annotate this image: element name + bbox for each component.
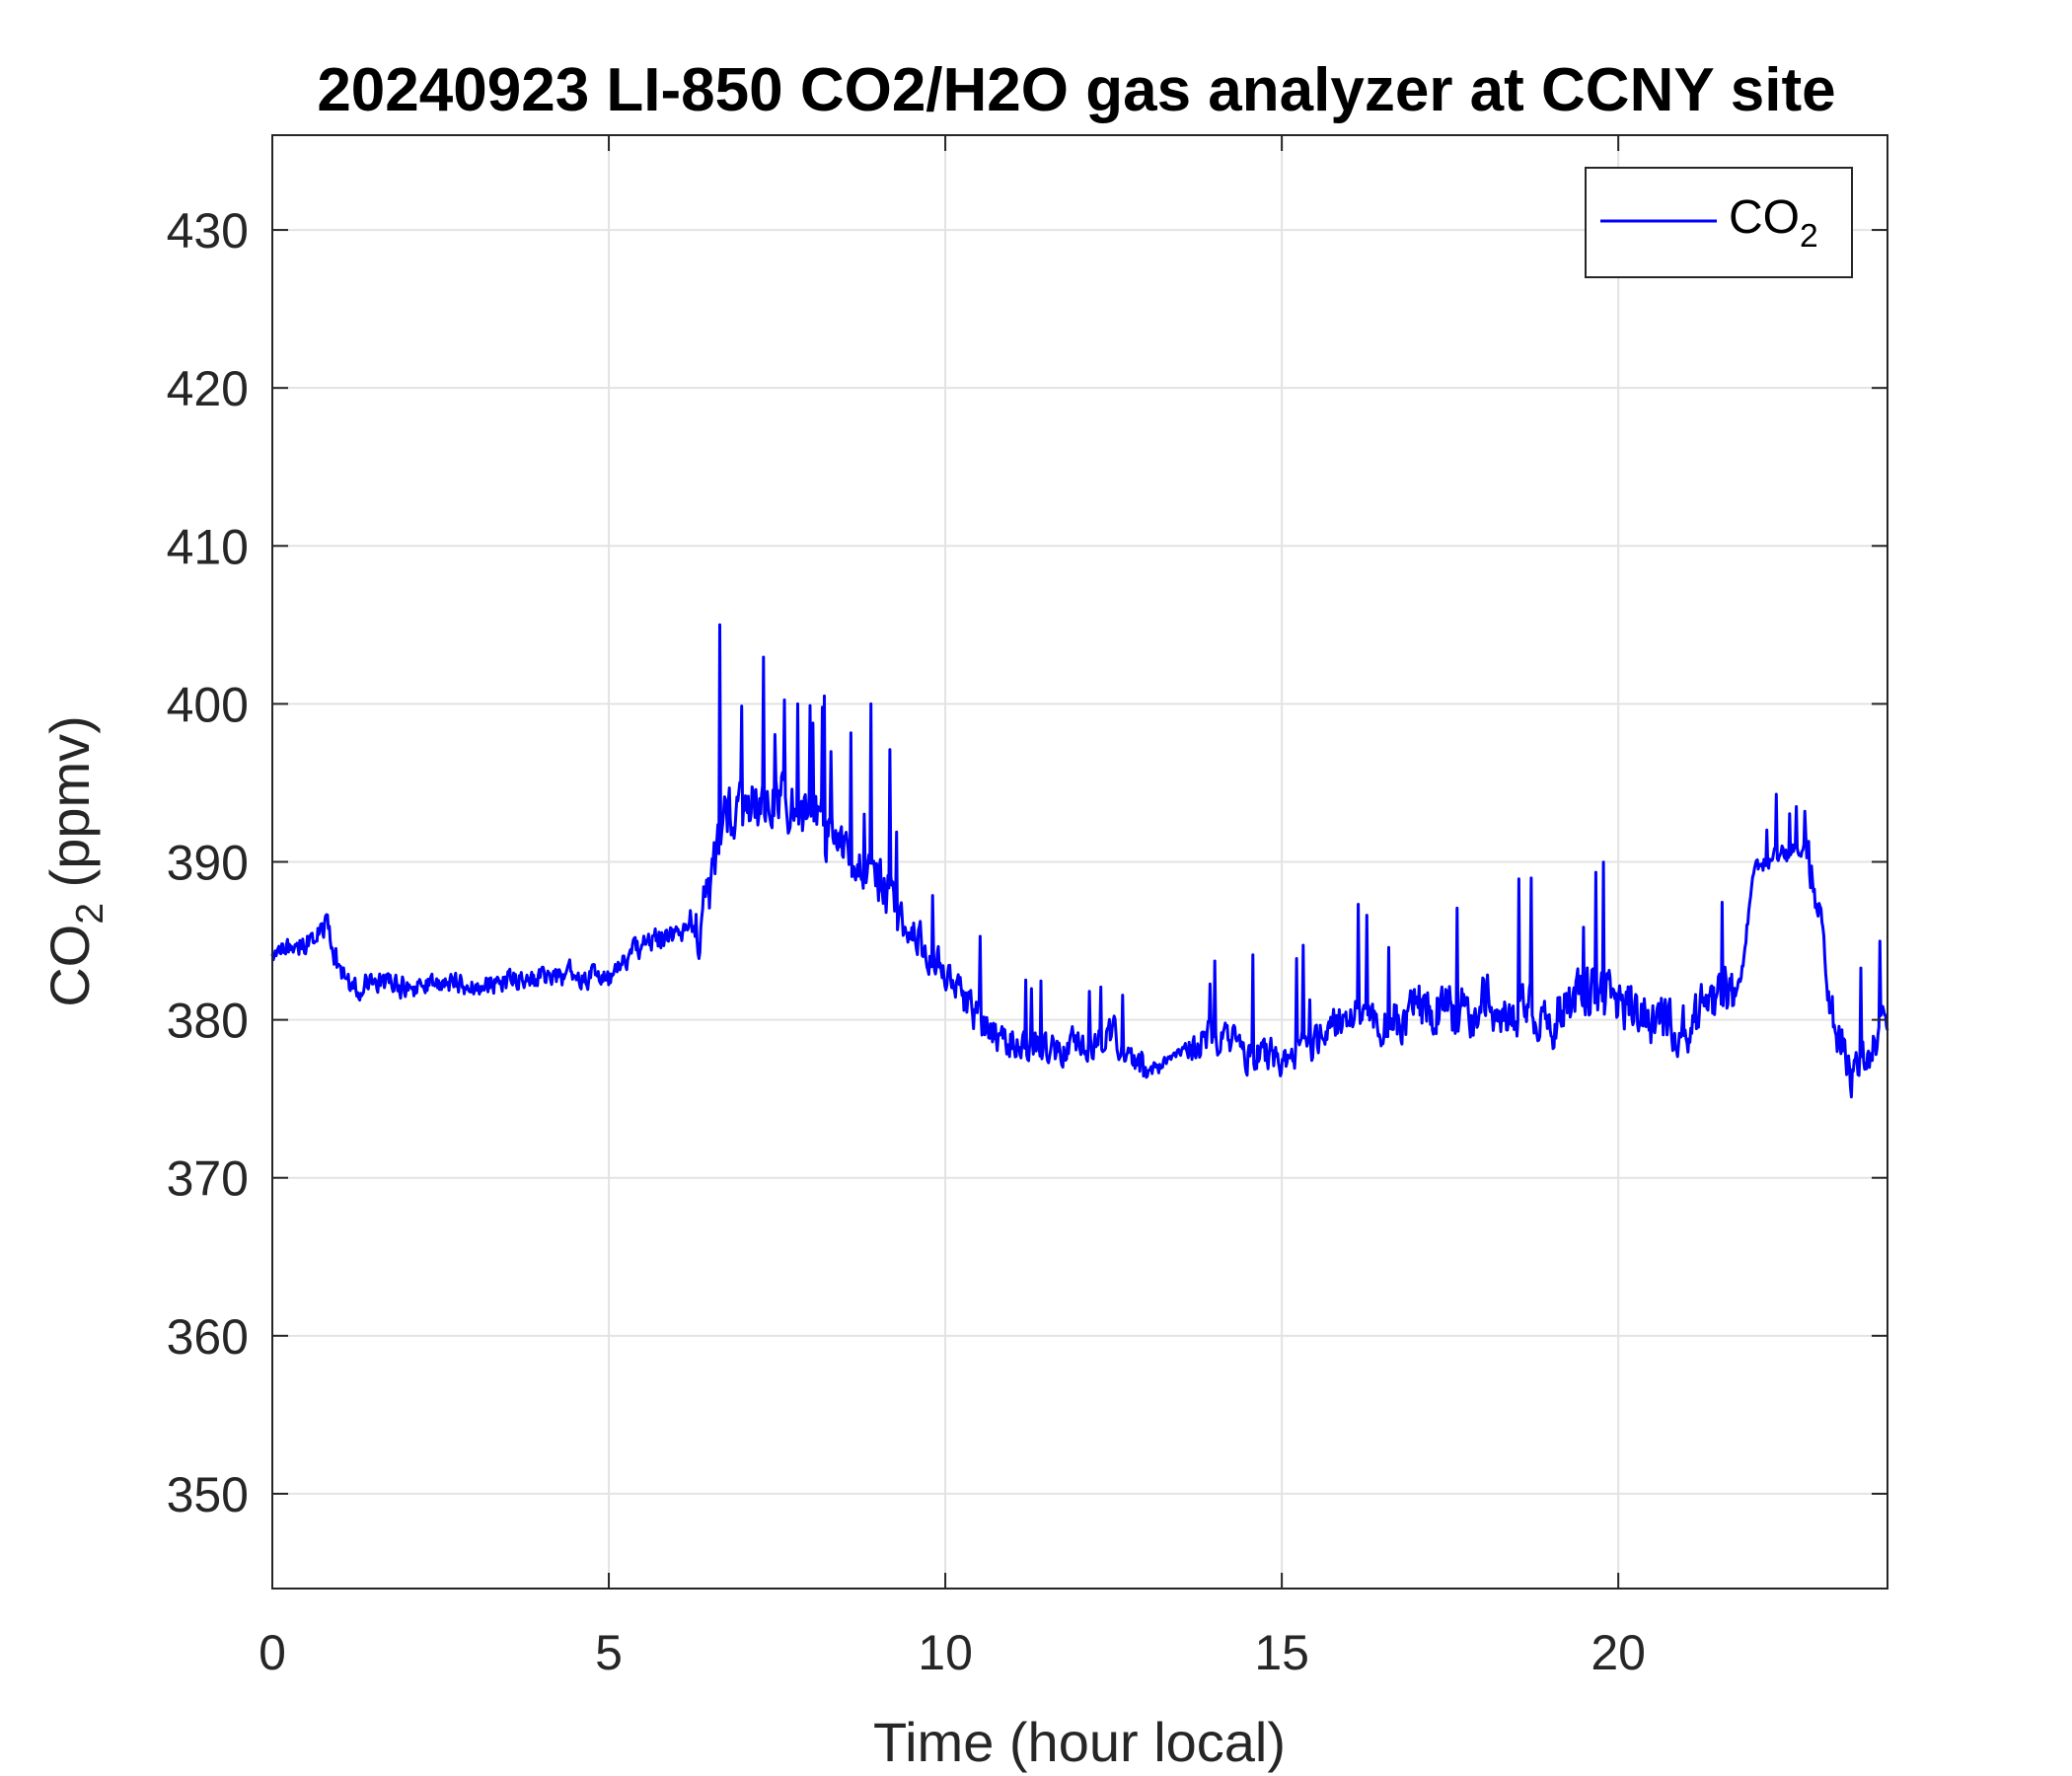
- x-tick-label: 10: [918, 1625, 973, 1680]
- legend-label-main: CO: [1729, 191, 1800, 244]
- y-axis-label: CO2 (ppmv): [38, 715, 111, 1007]
- x-tick-label: 5: [595, 1625, 623, 1680]
- series-line-co2: [270, 623, 1889, 1099]
- x-tick-labels: 0 5 10 15 20: [259, 1625, 1646, 1680]
- y-axis-label-suffix: (ppmv): [38, 715, 101, 903]
- axis-ticks: [271, 135, 1887, 1589]
- legend: CO2: [1585, 167, 1853, 278]
- y-tick-label: 370: [167, 1151, 249, 1207]
- series-layer: [270, 623, 1889, 1099]
- grid-lines: [271, 135, 1887, 1589]
- x-axis-label: Time (hour local): [873, 1711, 1286, 1773]
- y-tick-label: 430: [167, 203, 249, 259]
- y-tick-label: 400: [167, 677, 249, 732]
- y-axis-label-main: CO: [38, 925, 101, 1007]
- legend-label: CO2: [1729, 191, 1818, 255]
- x-tick-label: 0: [259, 1625, 286, 1680]
- y-tick-label: 390: [167, 836, 249, 891]
- y-tick-label: 410: [167, 519, 249, 574]
- y-tick-label: 380: [167, 994, 249, 1049]
- chart-title: 20240923 LI-850 CO2/H2O gas analyzer at …: [317, 56, 1835, 124]
- y-axis-label-subscript: 2: [69, 903, 111, 925]
- legend-label-subscript: 2: [1800, 218, 1818, 255]
- x-tick-label: 20: [1591, 1625, 1646, 1680]
- y-tick-label: 350: [167, 1467, 249, 1522]
- y-tick-label: 420: [167, 361, 249, 416]
- y-tick-label: 360: [167, 1309, 249, 1365]
- y-tick-labels: 350 360 370 380 390 400 410 420 430: [167, 203, 249, 1522]
- x-tick-label: 15: [1254, 1625, 1309, 1680]
